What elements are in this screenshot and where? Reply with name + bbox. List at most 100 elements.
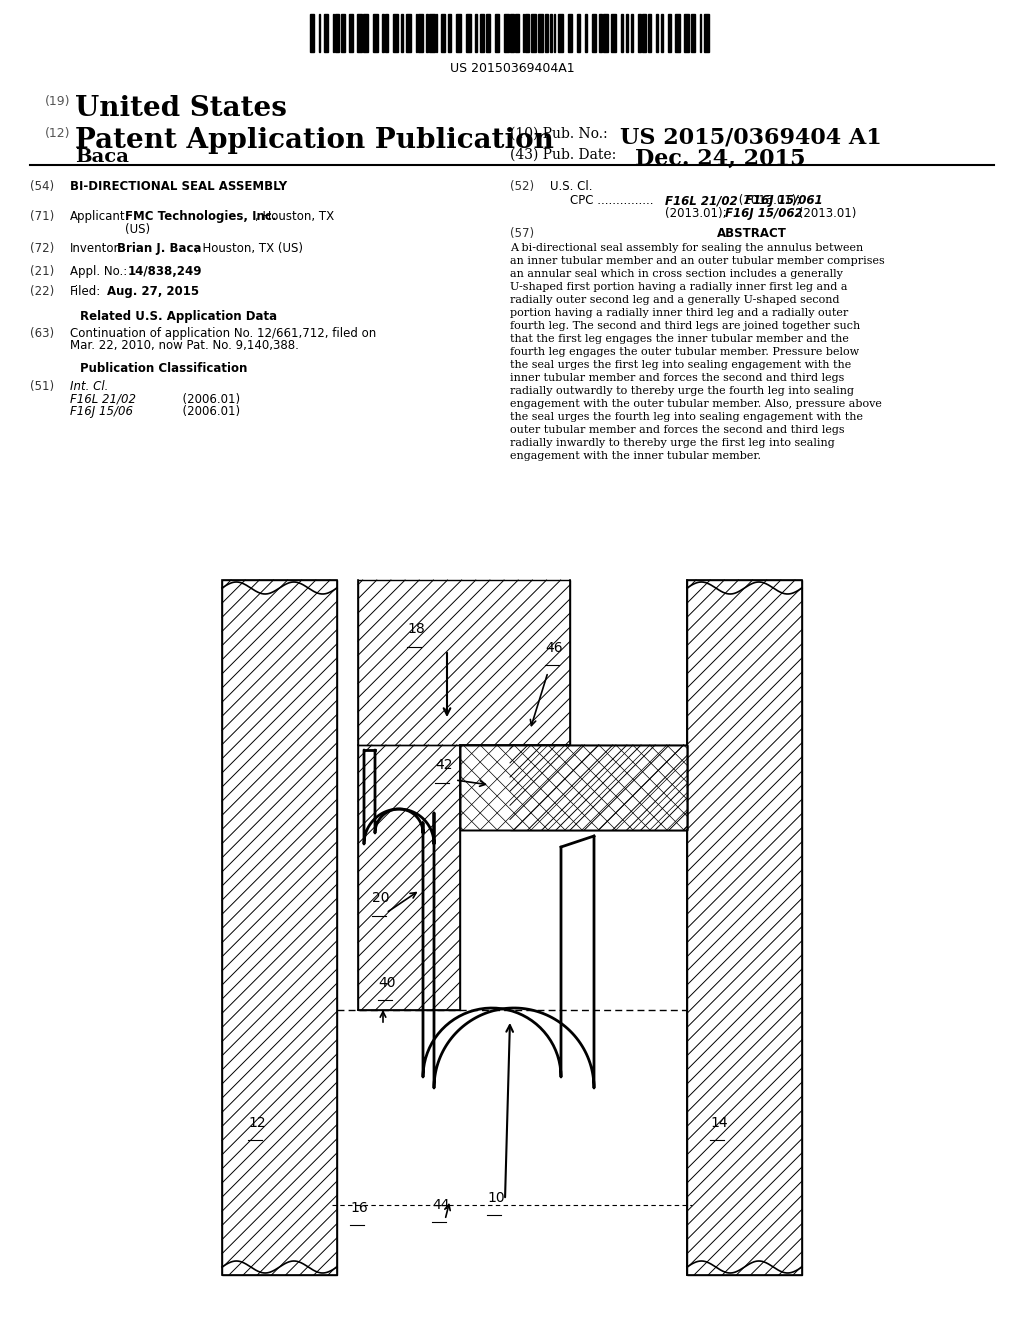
Bar xyxy=(638,15,641,51)
Text: 42: 42 xyxy=(435,758,453,772)
Text: (63): (63) xyxy=(30,327,54,341)
Bar xyxy=(515,15,519,51)
Text: portion having a radially inner third leg and a radially outer: portion having a radially inner third le… xyxy=(510,308,848,318)
Text: (72): (72) xyxy=(30,242,54,255)
Bar xyxy=(642,15,646,51)
Text: 14: 14 xyxy=(710,1115,728,1130)
Bar xyxy=(480,15,483,51)
Bar xyxy=(554,15,555,51)
Text: (2013.01): (2013.01) xyxy=(795,207,856,220)
Bar xyxy=(626,15,629,51)
Bar xyxy=(466,15,471,51)
Bar xyxy=(449,15,451,51)
Text: (2006.01): (2006.01) xyxy=(145,393,240,407)
Text: radially inwardly to thereby urge the first leg into sealing: radially inwardly to thereby urge the fi… xyxy=(510,438,835,447)
Text: US 2015/0369404 A1: US 2015/0369404 A1 xyxy=(620,127,882,149)
Text: U-shaped first portion having a radially inner first leg and a: U-shaped first portion having a radially… xyxy=(510,282,848,292)
Text: US 20150369404A1: US 20150369404A1 xyxy=(450,62,574,75)
Bar xyxy=(436,15,437,51)
Text: inner tubular member and forces the second and third legs: inner tubular member and forces the seco… xyxy=(510,374,845,383)
Bar xyxy=(324,15,328,51)
Text: 12: 12 xyxy=(248,1115,265,1130)
Bar xyxy=(675,15,680,51)
Text: 20: 20 xyxy=(372,891,389,906)
Text: Brian J. Baca: Brian J. Baca xyxy=(117,242,202,255)
Bar xyxy=(222,579,337,1275)
Text: an inner tubular member and an outer tubular member comprises: an inner tubular member and an outer tub… xyxy=(510,256,885,267)
Bar xyxy=(358,579,570,744)
Text: (71): (71) xyxy=(30,210,54,223)
Bar xyxy=(538,15,543,51)
Bar xyxy=(362,15,368,51)
Bar xyxy=(621,15,624,51)
Bar xyxy=(356,15,361,51)
Text: an annular seal which in cross section includes a generally: an annular seal which in cross section i… xyxy=(510,269,843,279)
Text: Int. Cl.: Int. Cl. xyxy=(70,380,109,393)
Text: (12): (12) xyxy=(45,127,71,140)
Bar xyxy=(393,15,398,51)
Bar xyxy=(222,579,337,1275)
Text: Continuation of application No. 12/661,712, filed on: Continuation of application No. 12/661,7… xyxy=(70,327,376,341)
Bar xyxy=(460,744,687,830)
Bar xyxy=(341,15,345,51)
Bar xyxy=(456,15,461,51)
Text: ABSTRACT: ABSTRACT xyxy=(717,227,786,240)
Text: 14/838,249: 14/838,249 xyxy=(128,265,203,279)
Text: , Houston, TX: , Houston, TX xyxy=(255,210,334,223)
Text: fourth leg engages the outer tubular member. Pressure below: fourth leg engages the outer tubular mem… xyxy=(510,347,859,356)
Bar xyxy=(440,15,444,51)
Text: (19): (19) xyxy=(45,95,71,108)
Text: (2006.01): (2006.01) xyxy=(145,405,240,418)
Text: 40: 40 xyxy=(378,975,395,990)
Bar xyxy=(460,744,687,830)
Text: Inventor:: Inventor: xyxy=(70,242,123,255)
Text: (21): (21) xyxy=(30,265,54,279)
Bar xyxy=(531,15,537,51)
Text: (57): (57) xyxy=(510,227,535,240)
Bar xyxy=(669,15,671,51)
Bar xyxy=(349,15,352,51)
Text: Patent Application Publication: Patent Application Publication xyxy=(75,127,554,154)
Bar xyxy=(610,15,615,51)
Bar xyxy=(592,15,596,51)
Bar xyxy=(416,15,417,51)
Text: F16J 15/062: F16J 15/062 xyxy=(725,207,803,220)
Text: fourth leg. The second and third legs are joined together such: fourth leg. The second and third legs ar… xyxy=(510,321,860,331)
Text: 44: 44 xyxy=(432,1199,450,1212)
Bar xyxy=(691,15,695,51)
Text: outer tubular member and forces the second and third legs: outer tubular member and forces the seco… xyxy=(510,425,845,436)
Bar xyxy=(333,15,334,51)
Bar xyxy=(599,15,602,51)
Bar xyxy=(558,15,563,51)
Bar xyxy=(545,15,548,51)
Bar xyxy=(656,15,658,51)
Text: (22): (22) xyxy=(30,285,54,298)
Text: A bi-directional seal assembly for sealing the annulus between: A bi-directional seal assembly for seali… xyxy=(510,243,863,253)
Bar xyxy=(648,15,651,51)
Text: 46: 46 xyxy=(545,642,562,655)
Bar xyxy=(373,15,378,51)
Text: U.S. Cl.: U.S. Cl. xyxy=(550,180,593,193)
Text: F16J 15/061: F16J 15/061 xyxy=(745,194,822,207)
Text: the seal urges the fourth leg into sealing engagement with the: the seal urges the fourth leg into seali… xyxy=(510,412,863,422)
Text: Appl. No.:: Appl. No.: xyxy=(70,265,127,279)
Text: Applicant:: Applicant: xyxy=(70,210,130,223)
Bar xyxy=(400,15,403,51)
Bar xyxy=(603,15,608,51)
Text: CPC ...............: CPC ............... xyxy=(570,194,653,207)
Bar xyxy=(687,579,802,1275)
Text: (51): (51) xyxy=(30,380,54,393)
Text: that the first leg engages the inner tubular member and the: that the first leg engages the inner tub… xyxy=(510,334,849,345)
Text: (52): (52) xyxy=(510,180,535,193)
Text: Related U.S. Application Data: Related U.S. Application Data xyxy=(80,310,278,323)
Bar xyxy=(703,15,709,51)
Text: Mar. 22, 2010, now Pat. No. 9,140,388.: Mar. 22, 2010, now Pat. No. 9,140,388. xyxy=(70,339,299,352)
Text: United States: United States xyxy=(75,95,287,121)
Text: radially outwardly to thereby urge the fourth leg into sealing: radially outwardly to thereby urge the f… xyxy=(510,385,854,396)
Text: 10: 10 xyxy=(487,1191,505,1205)
Bar xyxy=(310,15,313,51)
Bar xyxy=(660,15,664,51)
Text: , Houston, TX (US): , Houston, TX (US) xyxy=(195,242,303,255)
Bar xyxy=(385,15,388,51)
Bar xyxy=(358,744,460,1010)
